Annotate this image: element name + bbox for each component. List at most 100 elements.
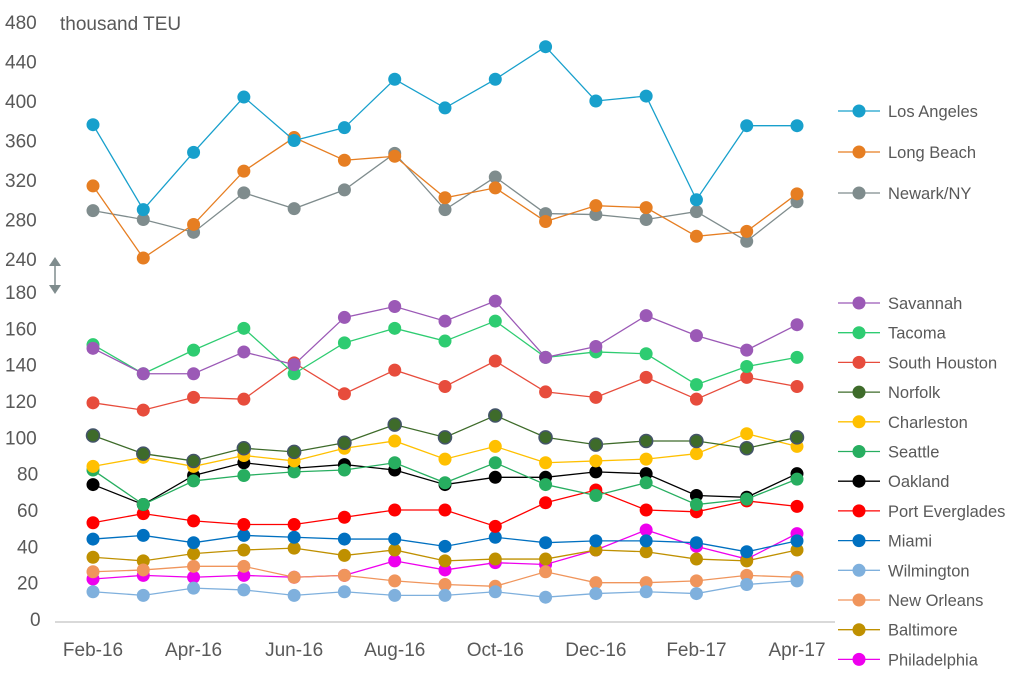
data-point — [187, 581, 201, 595]
legend-item: South Houston — [838, 354, 997, 372]
data-point — [86, 179, 100, 193]
data-point — [438, 588, 452, 602]
y-tick-label: 80 — [17, 465, 38, 486]
data-point — [740, 343, 754, 357]
data-point — [790, 472, 804, 486]
legend-label: South Houston — [888, 354, 997, 372]
legend-item: Tacoma — [838, 325, 947, 343]
legend-marker — [852, 445, 866, 458]
data-point — [589, 576, 603, 590]
data-point — [438, 577, 452, 591]
data-point — [187, 367, 201, 381]
series-los-angeles — [86, 40, 804, 217]
legend-marker — [852, 534, 866, 548]
legend-label: Port Everglades — [888, 503, 1005, 521]
data-point — [287, 541, 301, 555]
data-point — [790, 318, 804, 332]
data-point — [237, 468, 251, 482]
series-wilmington — [86, 574, 804, 604]
legend-item: Oakland — [838, 473, 949, 491]
data-point — [237, 90, 251, 104]
data-point — [388, 554, 402, 568]
y-tick-label: 480 — [5, 13, 37, 34]
data-point — [740, 370, 754, 384]
series-miami — [86, 528, 804, 559]
data-point — [538, 430, 553, 445]
data-point — [136, 554, 150, 568]
data-point — [689, 536, 703, 550]
data-point — [589, 390, 603, 404]
data-point — [740, 492, 754, 506]
data-point — [740, 577, 754, 591]
data-point — [488, 530, 502, 544]
x-tick-label: Feb-16 — [63, 640, 123, 661]
data-point — [689, 205, 703, 219]
data-point — [136, 367, 150, 381]
data-point — [488, 439, 502, 453]
series-norfolk — [85, 408, 805, 469]
data-point — [488, 519, 502, 533]
data-point — [438, 203, 452, 217]
data-point — [438, 452, 452, 466]
data-point — [539, 590, 553, 604]
x-tick-label: Oct-16 — [467, 640, 524, 661]
data-point — [337, 121, 351, 135]
data-point — [740, 427, 754, 441]
data-point — [689, 587, 703, 601]
series-long-beach — [86, 131, 804, 265]
data-point — [388, 149, 402, 163]
y-tick-label: 180 — [5, 283, 37, 304]
x-tick-label: Feb-17 — [666, 640, 726, 661]
legend-marker — [852, 186, 866, 200]
data-point — [639, 585, 653, 599]
data-point — [187, 145, 201, 159]
x-tick-label: Jun-16 — [265, 640, 323, 661]
data-point — [589, 465, 603, 479]
x-tick-label: Apr-16 — [165, 640, 222, 661]
data-point — [337, 336, 351, 350]
legend-label: Savannah — [888, 295, 962, 313]
legend-marker — [852, 326, 866, 340]
legend-item: Baltimore — [838, 622, 958, 640]
legend-item: Wilmington — [838, 562, 970, 580]
data-point — [639, 452, 653, 466]
data-point — [639, 347, 653, 361]
data-point — [86, 459, 100, 473]
legend-item: Port Everglades — [838, 503, 1005, 521]
legend-marker — [852, 104, 866, 118]
legend-marker — [852, 385, 866, 399]
data-point — [287, 588, 301, 602]
data-point — [337, 585, 351, 599]
data-point — [589, 587, 603, 601]
data-point — [689, 378, 703, 392]
data-point — [740, 554, 754, 568]
data-point — [388, 543, 402, 557]
data-point — [539, 350, 553, 364]
data-point — [86, 532, 100, 546]
legend-label: Miami — [888, 533, 932, 551]
legend-marker — [852, 415, 866, 429]
data-point — [740, 234, 754, 248]
data-point — [237, 559, 251, 573]
y-tick-label: 60 — [17, 501, 38, 522]
y-tick-label: 360 — [5, 132, 37, 153]
legend-item: Los Angeles — [838, 103, 978, 121]
data-point — [689, 392, 703, 406]
data-point — [237, 186, 251, 200]
legend-item: Seattle — [838, 444, 939, 462]
data-point — [740, 224, 754, 238]
data-point — [186, 453, 201, 469]
data-point — [638, 433, 654, 449]
data-point — [438, 476, 452, 490]
data-point — [187, 217, 201, 231]
data-point — [790, 379, 804, 393]
legend-label: Philadelphia — [888, 651, 979, 669]
data-point — [337, 548, 351, 562]
legend-marker — [852, 563, 866, 577]
legend-item: Savannah — [838, 295, 962, 313]
data-point — [286, 444, 302, 460]
data-point — [287, 367, 301, 381]
data-point — [237, 321, 251, 335]
y-tick-label: 40 — [17, 537, 38, 558]
data-point — [86, 585, 100, 599]
